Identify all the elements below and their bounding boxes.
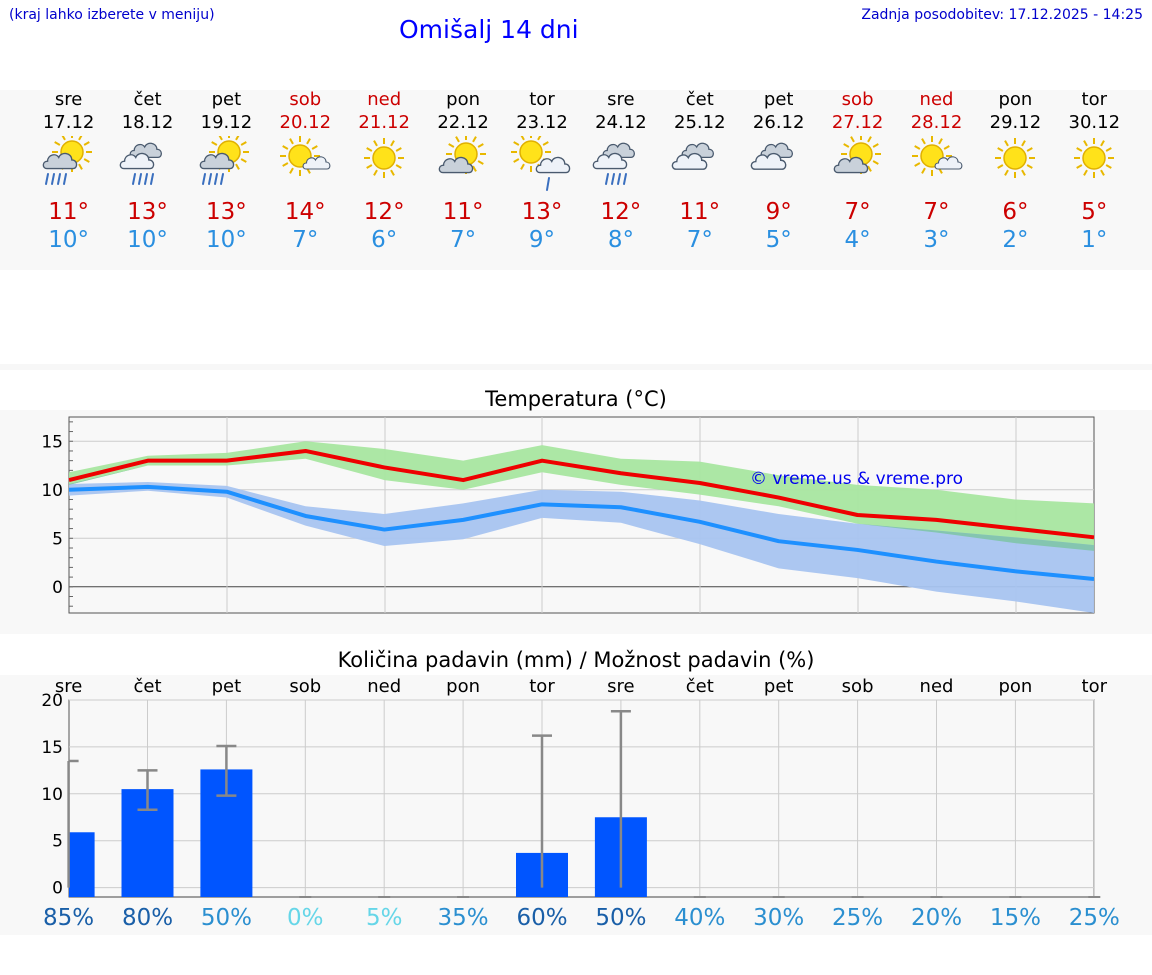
day-name: sob xyxy=(289,89,322,110)
day-date: 21.12 xyxy=(358,112,410,133)
forecast-strip xyxy=(0,90,1152,270)
cloud-icon xyxy=(671,142,714,170)
temp-max: 12° xyxy=(600,199,642,225)
temp-min: 4° xyxy=(844,227,871,253)
sun-icon xyxy=(364,138,405,178)
temp-max: 9° xyxy=(765,199,792,225)
cloud-icon xyxy=(750,142,793,170)
temp-max: 13° xyxy=(206,199,247,225)
day-date: 22.12 xyxy=(437,112,489,133)
temp-min: 3° xyxy=(923,227,950,253)
temp-max: 11° xyxy=(48,199,89,225)
page-title: Omišalj 14 dni xyxy=(399,15,579,44)
separator xyxy=(0,364,1152,370)
precip-chance: 5% xyxy=(365,905,403,931)
temp-min: 9° xyxy=(528,227,556,253)
day-name: čet xyxy=(685,89,714,110)
precip-chance: 40% xyxy=(674,905,726,931)
precipitation-chart-title: Količina padavin (mm) / Možnost padavin … xyxy=(337,648,815,672)
precip-chance: 25% xyxy=(1068,905,1120,931)
temp-max: 5° xyxy=(1081,199,1108,225)
temp-min: 10° xyxy=(206,227,247,253)
sun-cloud-icon xyxy=(438,136,487,174)
day-name: tor xyxy=(529,89,555,110)
temp-max: 7° xyxy=(844,199,871,225)
sun-cloud-icon xyxy=(833,136,881,174)
temp-min: 7° xyxy=(450,227,477,253)
day-name: pon xyxy=(446,89,481,110)
temp-max: 7° xyxy=(923,199,950,225)
precip-chance: 85% xyxy=(43,905,95,931)
temp-max: 12° xyxy=(363,199,405,225)
temp-max: 11° xyxy=(679,199,721,225)
precipitation-panel xyxy=(0,675,1152,935)
day-name: sob xyxy=(841,89,874,110)
day-date: 26.12 xyxy=(752,112,805,133)
temp-min: 8° xyxy=(607,227,634,253)
precip-chance: 0% xyxy=(287,905,324,931)
precip-chance: 80% xyxy=(121,905,174,931)
sun-cloud-light-rain-icon xyxy=(511,136,571,191)
precip-chance: 60% xyxy=(516,905,568,931)
sun-cloud-rain-icon xyxy=(42,136,92,185)
day-date: 29.12 xyxy=(989,112,1042,133)
day-name: sre xyxy=(607,89,635,110)
day-date: 20.12 xyxy=(279,112,332,133)
day-date: 30.12 xyxy=(1068,112,1121,133)
day-name: pon xyxy=(998,89,1033,110)
temp-min: 5° xyxy=(765,227,792,253)
day-date: 19.12 xyxy=(200,112,253,133)
precip-chance: 35% xyxy=(437,905,489,931)
day-date: 25.12 xyxy=(674,112,726,133)
temp-min: 10° xyxy=(127,227,168,253)
temp-min: 7° xyxy=(686,227,713,253)
day-date: 24.12 xyxy=(595,112,647,133)
day-date: 27.12 xyxy=(831,112,884,133)
day-name: sre xyxy=(54,89,83,110)
temperature-panel xyxy=(0,410,1152,634)
sun-icon xyxy=(1074,138,1115,178)
day-date: 23.12 xyxy=(516,112,568,133)
precip-chance: 50% xyxy=(595,905,647,931)
temp-min: 7° xyxy=(292,227,319,253)
menu-hint: (kraj lahko izberete v meniju) xyxy=(9,7,215,23)
day-date: 17.12 xyxy=(42,112,95,133)
temp-max: 6° xyxy=(1002,199,1029,225)
precip-chance: 30% xyxy=(753,905,805,931)
temp-max: 13° xyxy=(127,199,168,225)
temp-max: 14° xyxy=(284,199,326,225)
day-name: tor xyxy=(1081,89,1108,110)
precip-chance: 20% xyxy=(910,905,963,931)
temp-max: 13° xyxy=(521,199,563,225)
temp-min: 2° xyxy=(1002,227,1029,253)
day-name: čet xyxy=(133,89,162,110)
day-name: pet xyxy=(211,89,242,110)
sun-small-cloud-icon xyxy=(280,136,331,176)
sun-cloud-rain-icon xyxy=(200,136,250,185)
precip-chance: 15% xyxy=(989,905,1041,931)
day-name: ned xyxy=(919,89,954,110)
day-name: pet xyxy=(763,89,794,110)
precip-chance: 50% xyxy=(200,905,252,931)
last-update: Zadnja posodobitev: 17.12.2025 - 14:25 xyxy=(861,7,1143,23)
day-date: 18.12 xyxy=(121,112,174,133)
day-date: 28.12 xyxy=(910,112,963,133)
temp-min: 6° xyxy=(371,227,398,253)
temp-min: 1° xyxy=(1081,227,1108,253)
temperature-chart-title: Temperatura (°C) xyxy=(485,387,667,411)
cloud-rain-icon xyxy=(592,142,635,185)
sun-small-cloud-icon xyxy=(911,136,962,176)
temp-max: 11° xyxy=(442,199,484,225)
sun-icon xyxy=(995,138,1036,178)
temp-min: 10° xyxy=(48,227,89,253)
precip-chance: 25% xyxy=(832,905,884,931)
cloud-rain-icon xyxy=(119,142,162,185)
day-name: ned xyxy=(367,89,402,110)
